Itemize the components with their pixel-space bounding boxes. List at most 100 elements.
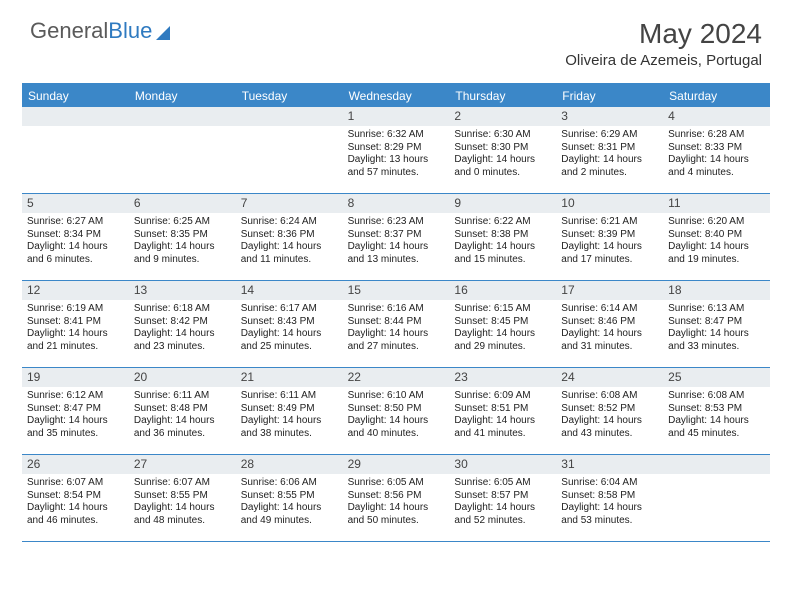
cell-body: Sunrise: 6:18 AMSunset: 8:42 PMDaylight:…	[129, 300, 236, 357]
cell-body: Sunrise: 6:14 AMSunset: 8:46 PMDaylight:…	[556, 300, 663, 357]
cell-body: Sunrise: 6:17 AMSunset: 8:43 PMDaylight:…	[236, 300, 343, 357]
daylight-text: Daylight: 14 hours	[348, 502, 445, 515]
calendar-cell: 1Sunrise: 6:32 AMSunset: 8:29 PMDaylight…	[343, 107, 450, 193]
day-number: 17	[556, 281, 663, 300]
sunset-text: Sunset: 8:46 PM	[561, 316, 658, 329]
calendar-cell: 7Sunrise: 6:24 AMSunset: 8:36 PMDaylight…	[236, 194, 343, 280]
calendar-cell: 25Sunrise: 6:08 AMSunset: 8:53 PMDayligh…	[663, 368, 770, 454]
sunrise-text: Sunrise: 6:11 AM	[134, 390, 231, 403]
daylight-text: Daylight: 14 hours	[454, 415, 551, 428]
cell-body: Sunrise: 6:05 AMSunset: 8:57 PMDaylight:…	[449, 474, 556, 531]
sunset-text: Sunset: 8:50 PM	[348, 403, 445, 416]
day-number: 10	[556, 194, 663, 213]
sunrise-text: Sunrise: 6:05 AM	[454, 477, 551, 490]
calendar-cell: 14Sunrise: 6:17 AMSunset: 8:43 PMDayligh…	[236, 281, 343, 367]
daylight-text: and 38 minutes.	[241, 428, 338, 441]
calendar-cell: 26Sunrise: 6:07 AMSunset: 8:54 PMDayligh…	[22, 455, 129, 541]
daylight-text: and 13 minutes.	[348, 254, 445, 267]
calendar-cell: 22Sunrise: 6:10 AMSunset: 8:50 PMDayligh…	[343, 368, 450, 454]
daylight-text: and 41 minutes.	[454, 428, 551, 441]
daylight-text: Daylight: 14 hours	[241, 241, 338, 254]
calendar-cell: 28Sunrise: 6:06 AMSunset: 8:55 PMDayligh…	[236, 455, 343, 541]
daylight-text: and 9 minutes.	[134, 254, 231, 267]
day-number: 23	[449, 368, 556, 387]
sunset-text: Sunset: 8:33 PM	[668, 142, 765, 155]
daylight-text: and 6 minutes.	[27, 254, 124, 267]
sunset-text: Sunset: 8:55 PM	[134, 490, 231, 503]
calendar-cell	[22, 107, 129, 193]
daylight-text: Daylight: 14 hours	[241, 328, 338, 341]
calendar-cell: 31Sunrise: 6:04 AMSunset: 8:58 PMDayligh…	[556, 455, 663, 541]
day-number: 22	[343, 368, 450, 387]
day-header: Monday	[129, 85, 236, 107]
daylight-text: Daylight: 13 hours	[348, 154, 445, 167]
calendar-cell: 30Sunrise: 6:05 AMSunset: 8:57 PMDayligh…	[449, 455, 556, 541]
calendar-cell: 19Sunrise: 6:12 AMSunset: 8:47 PMDayligh…	[22, 368, 129, 454]
sunrise-text: Sunrise: 6:06 AM	[241, 477, 338, 490]
logo-text-part2: Blue	[108, 18, 152, 44]
week-row: 19Sunrise: 6:12 AMSunset: 8:47 PMDayligh…	[22, 368, 770, 455]
month-title: May 2024	[565, 18, 762, 50]
cell-body: Sunrise: 6:24 AMSunset: 8:36 PMDaylight:…	[236, 213, 343, 270]
cell-body: Sunrise: 6:23 AMSunset: 8:37 PMDaylight:…	[343, 213, 450, 270]
day-number: 13	[129, 281, 236, 300]
calendar-cell: 9Sunrise: 6:22 AMSunset: 8:38 PMDaylight…	[449, 194, 556, 280]
daylight-text: and 52 minutes.	[454, 515, 551, 528]
cell-body: Sunrise: 6:16 AMSunset: 8:44 PMDaylight:…	[343, 300, 450, 357]
day-number: 6	[129, 194, 236, 213]
calendar-cell: 21Sunrise: 6:11 AMSunset: 8:49 PMDayligh…	[236, 368, 343, 454]
sunset-text: Sunset: 8:58 PM	[561, 490, 658, 503]
sunset-text: Sunset: 8:55 PM	[241, 490, 338, 503]
daylight-text: Daylight: 14 hours	[27, 502, 124, 515]
sunset-text: Sunset: 8:38 PM	[454, 229, 551, 242]
week-row: 26Sunrise: 6:07 AMSunset: 8:54 PMDayligh…	[22, 455, 770, 542]
daylight-text: Daylight: 14 hours	[454, 502, 551, 515]
cell-body: Sunrise: 6:05 AMSunset: 8:56 PMDaylight:…	[343, 474, 450, 531]
sunset-text: Sunset: 8:47 PM	[668, 316, 765, 329]
daylight-text: Daylight: 14 hours	[668, 241, 765, 254]
sunset-text: Sunset: 8:44 PM	[348, 316, 445, 329]
cell-body: Sunrise: 6:08 AMSunset: 8:52 PMDaylight:…	[556, 387, 663, 444]
day-header: Tuesday	[236, 85, 343, 107]
day-number: 21	[236, 368, 343, 387]
sunset-text: Sunset: 8:40 PM	[668, 229, 765, 242]
day-number: 3	[556, 107, 663, 126]
week-row: 12Sunrise: 6:19 AMSunset: 8:41 PMDayligh…	[22, 281, 770, 368]
daylight-text: Daylight: 14 hours	[348, 328, 445, 341]
sunrise-text: Sunrise: 6:07 AM	[134, 477, 231, 490]
daylight-text: Daylight: 14 hours	[134, 502, 231, 515]
calendar-cell: 4Sunrise: 6:28 AMSunset: 8:33 PMDaylight…	[663, 107, 770, 193]
calendar-cell	[129, 107, 236, 193]
calendar-cell: 8Sunrise: 6:23 AMSunset: 8:37 PMDaylight…	[343, 194, 450, 280]
calendar-cell: 15Sunrise: 6:16 AMSunset: 8:44 PMDayligh…	[343, 281, 450, 367]
header: GeneralBlue May 2024 Oliveira de Azemeis…	[0, 0, 792, 77]
day-header-row: SundayMondayTuesdayWednesdayThursdayFrid…	[22, 85, 770, 107]
sunset-text: Sunset: 8:37 PM	[348, 229, 445, 242]
day-header: Friday	[556, 85, 663, 107]
sunrise-text: Sunrise: 6:08 AM	[561, 390, 658, 403]
calendar: SundayMondayTuesdayWednesdayThursdayFrid…	[22, 83, 770, 542]
day-number: 31	[556, 455, 663, 474]
week-row: 1Sunrise: 6:32 AMSunset: 8:29 PMDaylight…	[22, 107, 770, 194]
location-label: Oliveira de Azemeis, Portugal	[565, 52, 762, 69]
day-number: 2	[449, 107, 556, 126]
calendar-cell	[663, 455, 770, 541]
calendar-cell: 2Sunrise: 6:30 AMSunset: 8:30 PMDaylight…	[449, 107, 556, 193]
daylight-text: Daylight: 14 hours	[241, 415, 338, 428]
daylight-text: and 11 minutes.	[241, 254, 338, 267]
daylight-text: Daylight: 14 hours	[134, 241, 231, 254]
sunrise-text: Sunrise: 6:30 AM	[454, 129, 551, 142]
sunrise-text: Sunrise: 6:09 AM	[454, 390, 551, 403]
day-header: Sunday	[22, 85, 129, 107]
sunrise-text: Sunrise: 6:05 AM	[348, 477, 445, 490]
cell-body: Sunrise: 6:28 AMSunset: 8:33 PMDaylight:…	[663, 126, 770, 183]
calendar-cell: 13Sunrise: 6:18 AMSunset: 8:42 PMDayligh…	[129, 281, 236, 367]
daylight-text: and 36 minutes.	[134, 428, 231, 441]
daylight-text: Daylight: 14 hours	[134, 328, 231, 341]
sunrise-text: Sunrise: 6:22 AM	[454, 216, 551, 229]
day-number: 29	[343, 455, 450, 474]
daylight-text: and 48 minutes.	[134, 515, 231, 528]
sunrise-text: Sunrise: 6:15 AM	[454, 303, 551, 316]
daylight-text: and 35 minutes.	[27, 428, 124, 441]
calendar-cell: 10Sunrise: 6:21 AMSunset: 8:39 PMDayligh…	[556, 194, 663, 280]
